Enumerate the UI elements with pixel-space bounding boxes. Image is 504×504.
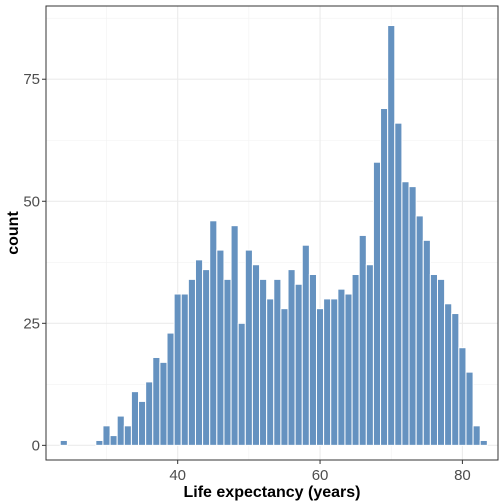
histogram-bar bbox=[145, 381, 154, 446]
histogram-bar bbox=[230, 225, 239, 446]
x-axis-ticks: 40 60 80 bbox=[169, 460, 471, 484]
histogram-bar bbox=[159, 361, 168, 446]
histogram-bar bbox=[451, 313, 460, 446]
histogram-bar bbox=[280, 308, 289, 446]
histogram-bar bbox=[251, 264, 261, 446]
x-tick-label: 60 bbox=[312, 467, 329, 484]
histogram-bar bbox=[166, 332, 175, 446]
x-axis-title: Life expectancy (years) bbox=[184, 484, 361, 501]
histogram-bar bbox=[422, 239, 431, 446]
histogram-bar bbox=[401, 181, 410, 446]
histogram-bar bbox=[102, 425, 111, 446]
histogram-bar bbox=[287, 269, 296, 446]
histogram-bar bbox=[330, 298, 339, 446]
histogram-bar bbox=[444, 303, 453, 446]
histogram-bar bbox=[415, 215, 424, 446]
histogram-bar bbox=[315, 308, 325, 446]
histogram-bar bbox=[273, 278, 282, 446]
histogram-bar bbox=[465, 371, 474, 446]
histogram-bar bbox=[337, 288, 346, 446]
x-tick-label: 40 bbox=[169, 467, 186, 484]
histogram-bar bbox=[479, 439, 488, 446]
histogram-bar bbox=[266, 298, 275, 446]
histogram-bar bbox=[358, 234, 367, 446]
histogram-bar bbox=[59, 439, 68, 446]
histogram-bar bbox=[180, 293, 189, 446]
histogram-bar bbox=[209, 220, 218, 446]
histogram-bar bbox=[259, 278, 268, 446]
histogram-bar bbox=[223, 278, 232, 446]
histogram-bar bbox=[351, 273, 360, 446]
histogram-bar bbox=[116, 415, 125, 446]
histogram-bar bbox=[123, 425, 132, 446]
y-tick-label: 25 bbox=[23, 315, 40, 332]
y-axis-title: count bbox=[5, 211, 22, 255]
histogram-bar bbox=[472, 425, 481, 446]
histogram-bar bbox=[244, 249, 253, 446]
histogram-bar bbox=[323, 298, 332, 446]
y-tick-label: 50 bbox=[23, 193, 40, 210]
y-tick-label: 0 bbox=[32, 437, 40, 454]
histogram-bar bbox=[372, 161, 382, 446]
bars bbox=[59, 25, 488, 446]
histogram-bar bbox=[138, 400, 147, 446]
histogram-bar bbox=[344, 293, 353, 446]
histogram-bar bbox=[109, 435, 118, 446]
histogram-bar bbox=[458, 347, 467, 446]
histogram-bar bbox=[152, 356, 161, 446]
histogram-bar bbox=[130, 391, 140, 446]
histogram-bar bbox=[95, 439, 104, 446]
histogram-bar bbox=[394, 122, 403, 446]
histogram-bar bbox=[173, 293, 182, 446]
histogram-bar bbox=[436, 278, 446, 446]
histogram-bar bbox=[308, 273, 317, 446]
histogram-bar bbox=[387, 25, 396, 446]
x-tick-label: 80 bbox=[454, 467, 471, 484]
histogram-bar bbox=[187, 278, 196, 446]
histogram-bar bbox=[301, 244, 310, 446]
histogram-bar bbox=[408, 186, 417, 446]
histogram-bar bbox=[202, 269, 211, 446]
y-tick-label: 75 bbox=[23, 71, 40, 88]
panel-border bbox=[45, 5, 499, 461]
histogram-bar bbox=[237, 322, 246, 446]
histogram-bar bbox=[216, 249, 225, 446]
histogram-bar bbox=[294, 283, 303, 446]
histogram-bar bbox=[429, 273, 438, 446]
histogram-bar bbox=[380, 108, 389, 446]
y-axis-ticks: 0 25 50 75 bbox=[23, 71, 46, 454]
histogram-bar bbox=[365, 264, 374, 446]
histogram-bar bbox=[194, 259, 204, 446]
